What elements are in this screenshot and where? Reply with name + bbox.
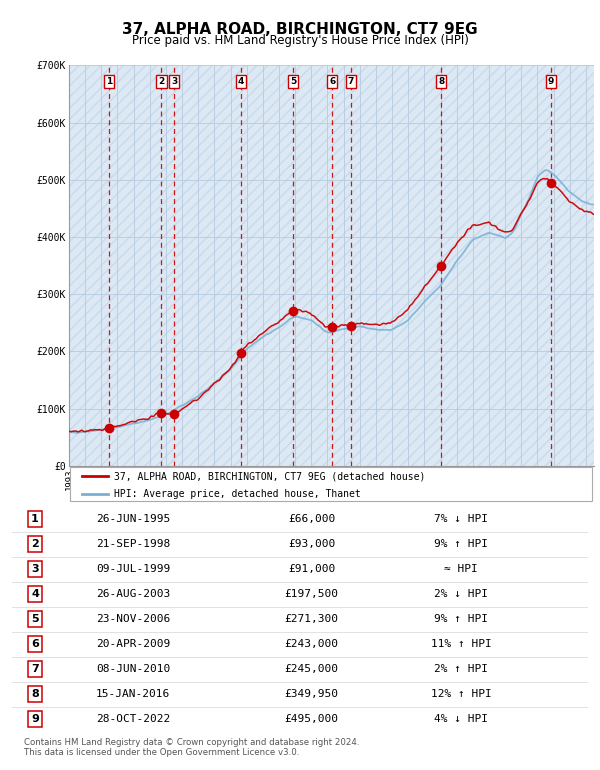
FancyBboxPatch shape xyxy=(70,467,592,501)
Text: 3: 3 xyxy=(171,77,178,86)
Text: 4: 4 xyxy=(31,589,39,599)
Text: 9% ↑ HPI: 9% ↑ HPI xyxy=(434,539,488,549)
Text: 12% ↑ HPI: 12% ↑ HPI xyxy=(431,689,491,699)
Text: 7: 7 xyxy=(347,77,354,86)
Text: 9: 9 xyxy=(31,714,39,724)
Text: HPI: Average price, detached house, Thanet: HPI: Average price, detached house, Than… xyxy=(113,489,361,498)
Text: 09-JUL-1999: 09-JUL-1999 xyxy=(96,564,170,574)
Text: 2% ↓ HPI: 2% ↓ HPI xyxy=(434,589,488,599)
Text: ≈ HPI: ≈ HPI xyxy=(445,564,478,574)
Text: £271,300: £271,300 xyxy=(284,614,338,624)
Text: 1: 1 xyxy=(106,77,112,86)
Text: £243,000: £243,000 xyxy=(284,639,338,649)
Text: 2: 2 xyxy=(158,77,164,86)
Text: 7% ↓ HPI: 7% ↓ HPI xyxy=(434,514,488,524)
Text: 20-APR-2009: 20-APR-2009 xyxy=(96,639,170,649)
Text: Price paid vs. HM Land Registry's House Price Index (HPI): Price paid vs. HM Land Registry's House … xyxy=(131,34,469,47)
Text: 9% ↑ HPI: 9% ↑ HPI xyxy=(434,614,488,624)
Text: £91,000: £91,000 xyxy=(288,564,335,574)
Text: 2% ↑ HPI: 2% ↑ HPI xyxy=(434,664,488,674)
Text: Contains HM Land Registry data © Crown copyright and database right 2024.: Contains HM Land Registry data © Crown c… xyxy=(24,738,359,747)
Text: 4: 4 xyxy=(238,77,244,86)
Text: This data is licensed under the Open Government Licence v3.0.: This data is licensed under the Open Gov… xyxy=(24,748,299,758)
Text: 37, ALPHA ROAD, BIRCHINGTON, CT7 9EG: 37, ALPHA ROAD, BIRCHINGTON, CT7 9EG xyxy=(122,22,478,36)
Text: 15-JAN-2016: 15-JAN-2016 xyxy=(96,689,170,699)
Text: 21-SEP-1998: 21-SEP-1998 xyxy=(96,539,170,549)
Text: 7: 7 xyxy=(31,664,39,674)
Text: 4% ↓ HPI: 4% ↓ HPI xyxy=(434,714,488,724)
Text: 11% ↑ HPI: 11% ↑ HPI xyxy=(431,639,491,649)
Text: 08-JUN-2010: 08-JUN-2010 xyxy=(96,664,170,674)
Text: 26-JUN-1995: 26-JUN-1995 xyxy=(96,514,170,524)
Text: 5: 5 xyxy=(290,77,296,86)
Text: £66,000: £66,000 xyxy=(288,514,335,524)
Text: 5: 5 xyxy=(31,614,39,624)
Text: 9: 9 xyxy=(548,77,554,86)
Text: 26-AUG-2003: 26-AUG-2003 xyxy=(96,589,170,599)
Text: £495,000: £495,000 xyxy=(284,714,338,724)
Text: 6: 6 xyxy=(31,639,39,649)
Text: £245,000: £245,000 xyxy=(284,664,338,674)
Text: £197,500: £197,500 xyxy=(284,589,338,599)
Text: 23-NOV-2006: 23-NOV-2006 xyxy=(96,614,170,624)
Text: 8: 8 xyxy=(31,689,39,699)
Text: 3: 3 xyxy=(31,564,39,574)
Text: £349,950: £349,950 xyxy=(284,689,338,699)
Text: 8: 8 xyxy=(438,77,445,86)
Text: 2: 2 xyxy=(31,539,39,549)
Text: 28-OCT-2022: 28-OCT-2022 xyxy=(96,714,170,724)
Text: 37, ALPHA ROAD, BIRCHINGTON, CT7 9EG (detached house): 37, ALPHA ROAD, BIRCHINGTON, CT7 9EG (de… xyxy=(113,471,425,481)
Text: 1: 1 xyxy=(31,514,39,524)
Text: £93,000: £93,000 xyxy=(288,539,335,549)
Text: 6: 6 xyxy=(329,77,335,86)
